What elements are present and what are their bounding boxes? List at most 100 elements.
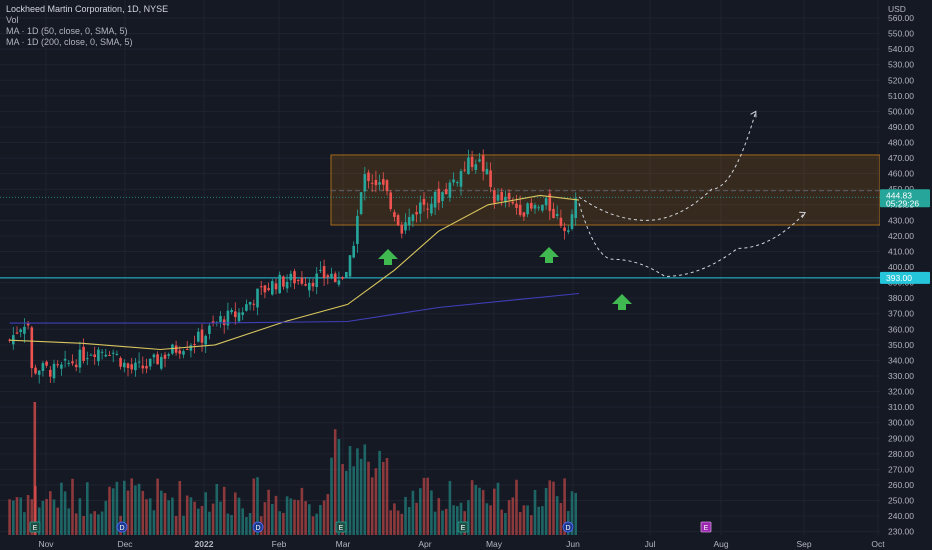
volume-bar — [130, 478, 133, 535]
time-axis[interactable]: Nov Dec 2022 Feb Mar Apr May Jun Jul Aug Sep Oct — [0, 535, 932, 550]
volume-bar — [134, 485, 137, 535]
price-tick-label: 450.00 — [888, 184, 914, 194]
volume-bar — [267, 489, 270, 535]
candle-body — [30, 327, 34, 369]
volume-bar — [385, 458, 389, 535]
volume-bar — [141, 490, 145, 535]
volume-bar — [485, 503, 489, 535]
price-tick-label: 370.00 — [888, 309, 914, 319]
candle-body — [23, 326, 26, 334]
time-axis-bg — [0, 535, 932, 550]
candle-body — [60, 364, 63, 369]
price-tick-label: 410.00 — [888, 246, 914, 256]
volume-bar — [293, 499, 296, 535]
candle-body — [567, 230, 570, 232]
candle-body — [544, 198, 548, 206]
candle-body — [345, 271, 348, 278]
volume-bar — [474, 484, 478, 535]
volume-bar — [459, 502, 463, 535]
volume-bar — [526, 505, 529, 535]
candle-body — [400, 224, 404, 234]
candle-body — [49, 369, 52, 377]
candle-body — [533, 205, 537, 209]
volume-bar — [148, 498, 152, 535]
price-tick-label: 290.00 — [888, 433, 914, 443]
candle-body — [496, 194, 500, 201]
volume-bar — [504, 513, 507, 535]
volume-bar — [308, 504, 311, 535]
candle-body — [26, 322, 30, 326]
candle-body — [86, 358, 89, 360]
candle-body — [56, 364, 59, 366]
ma50-line — [9, 194, 580, 351]
volume-bar — [363, 444, 367, 535]
volume-bar — [104, 500, 108, 535]
projection-bullish — [578, 111, 757, 221]
volume-bar — [245, 516, 248, 535]
candle-body — [530, 202, 533, 209]
volume-bar — [319, 504, 322, 535]
legend-title: Lockheed Martin Corporation, 1D, NYSE — [6, 4, 169, 14]
event-marker-label: D — [255, 525, 260, 532]
candle-body — [97, 349, 100, 362]
volume-bar — [171, 497, 174, 535]
price-tick-label: 300.00 — [888, 418, 914, 428]
volume-bar — [411, 490, 415, 535]
volume-bar — [415, 502, 418, 535]
volume-bar — [23, 512, 26, 535]
price-tick-label: 490.00 — [888, 122, 914, 132]
candle-body — [563, 227, 566, 232]
candle-body — [167, 354, 170, 356]
volume-bar — [52, 499, 56, 535]
price-axis[interactable]: USD 230.00 240.00 250.00 260.00 270.00 280.00 2… — [880, 0, 932, 550]
time-tick-label: Feb — [272, 539, 287, 549]
volume-bar — [82, 516, 85, 535]
candle-body — [448, 182, 452, 198]
volume-bar — [300, 487, 304, 535]
candle-body — [500, 192, 503, 201]
volume-bar — [478, 487, 481, 535]
volume-bar — [30, 499, 34, 535]
volume-bar — [100, 511, 104, 535]
candle-body — [518, 204, 522, 216]
volume-bar — [33, 402, 37, 535]
candle-body — [559, 217, 563, 226]
last-price-badge — [880, 189, 930, 208]
ma200-line — [9, 292, 580, 324]
volume-bar — [470, 480, 474, 535]
candle-body — [574, 198, 577, 219]
volume-bar — [204, 492, 207, 535]
price-tick-label: 520.00 — [888, 75, 914, 85]
candle-body — [171, 344, 174, 354]
candle-body — [285, 281, 289, 289]
candle-body — [430, 203, 433, 214]
volume-bar — [437, 498, 441, 535]
candle-body — [259, 286, 263, 288]
volume-bar — [530, 515, 533, 535]
volume-bar — [167, 500, 170, 535]
volume-bar — [193, 501, 196, 535]
candle-body — [78, 349, 82, 368]
volume-bar — [511, 497, 515, 535]
volume-bar — [263, 502, 267, 535]
candle-body — [256, 288, 259, 308]
price-tick-label: 260.00 — [888, 480, 914, 490]
price-tick-label: 360.00 — [888, 324, 914, 334]
legend-ma50: MA · 1D (50, close, 0, SMA, 5) — [6, 26, 128, 36]
volume-bar — [222, 486, 226, 535]
volume-bar — [137, 483, 141, 535]
candle-body — [156, 354, 159, 365]
candle-body — [411, 214, 415, 222]
candle-body — [222, 319, 226, 326]
earnings-marker-icon — [700, 521, 712, 533]
candle-body — [548, 193, 552, 211]
candle-body — [481, 155, 485, 172]
event-marker-label: D — [119, 525, 124, 532]
candle-body — [504, 196, 507, 203]
price-tick-label: 320.00 — [888, 387, 914, 397]
volume-bar — [304, 501, 307, 535]
candle-body — [426, 208, 429, 210]
candle-body — [267, 288, 270, 290]
